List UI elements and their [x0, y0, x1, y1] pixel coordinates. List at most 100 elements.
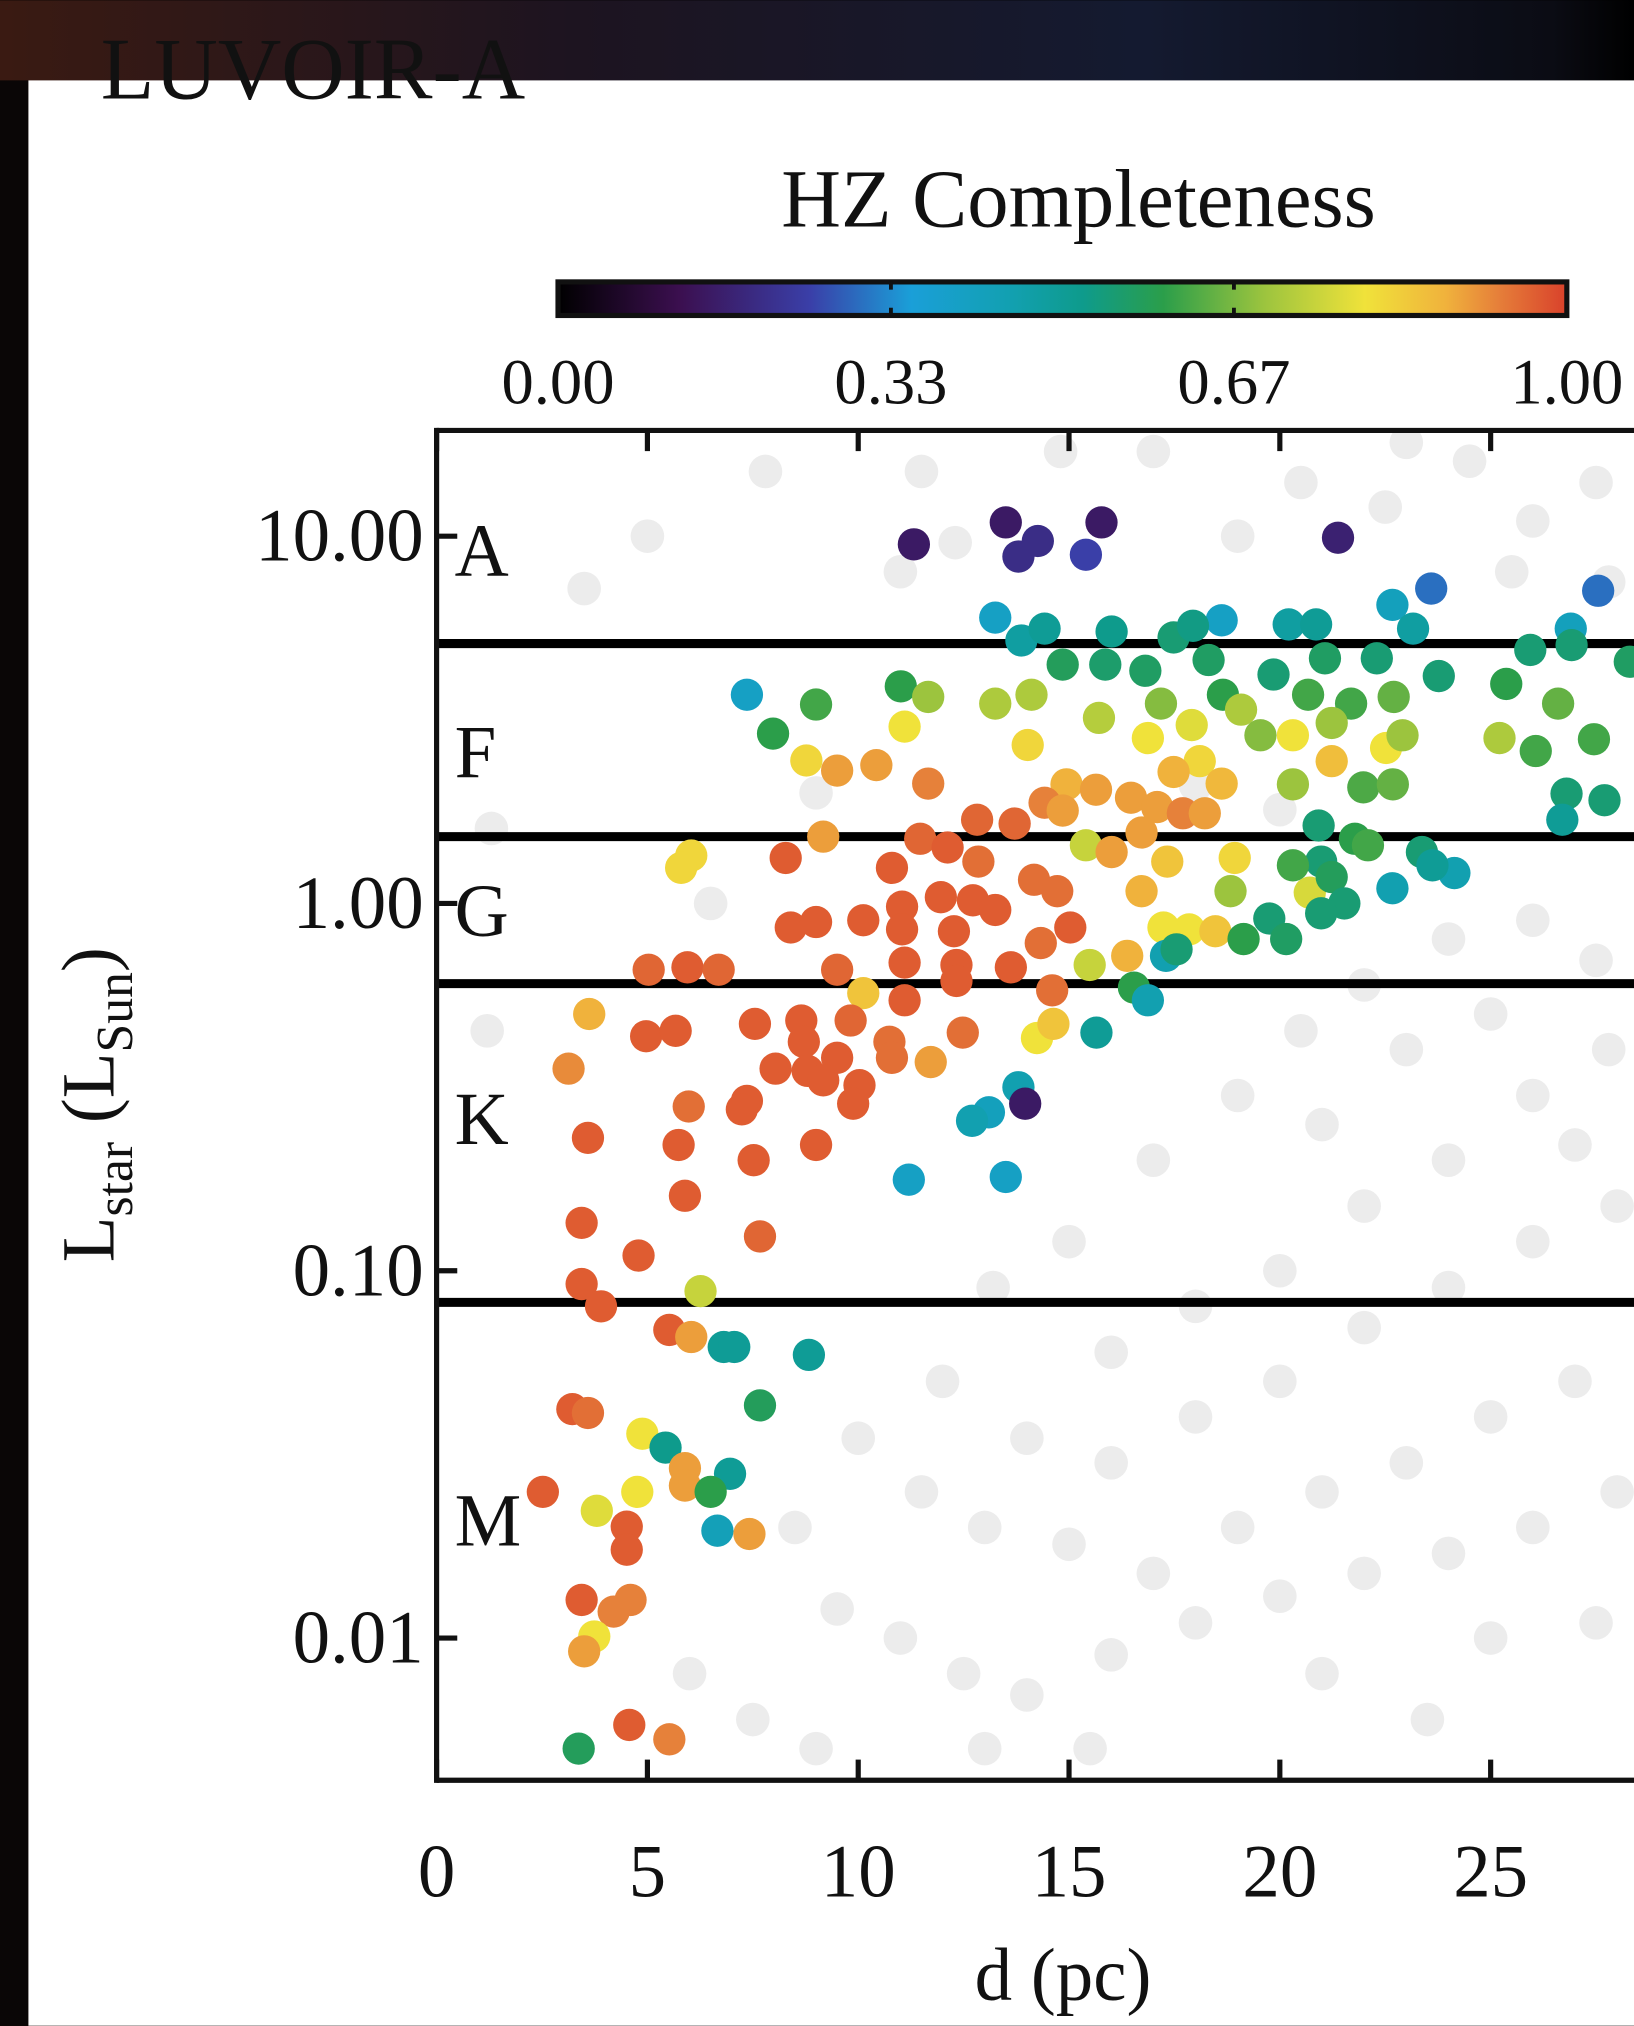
point — [611, 1534, 643, 1566]
point — [834, 1004, 866, 1036]
point — [675, 1321, 707, 1353]
background-point — [1432, 922, 1466, 956]
point — [573, 998, 605, 1030]
background-point — [736, 1703, 770, 1737]
point — [1206, 767, 1238, 799]
point — [701, 1515, 733, 1547]
background-point — [1284, 1014, 1318, 1048]
class-label: M — [455, 1480, 522, 1563]
background-point — [1474, 1400, 1508, 1434]
background-point — [968, 1732, 1002, 1766]
point — [1145, 687, 1177, 719]
point — [1588, 784, 1620, 816]
background-point — [1221, 1511, 1255, 1545]
point — [1316, 745, 1348, 777]
point — [662, 1129, 694, 1161]
background-point — [938, 526, 972, 560]
point — [1157, 756, 1189, 788]
y-label-paren: (L — [48, 1052, 131, 1141]
point — [660, 1015, 692, 1047]
point — [893, 1164, 925, 1196]
point — [759, 1053, 791, 1085]
background-point — [1347, 1311, 1381, 1345]
point — [915, 1046, 947, 1078]
background-point — [905, 455, 939, 489]
background-point — [1052, 1527, 1086, 1561]
point — [1257, 658, 1289, 690]
point — [1089, 648, 1121, 680]
point — [925, 881, 957, 913]
point — [1322, 522, 1354, 554]
background-point — [1010, 1678, 1044, 1712]
background-point — [1044, 435, 1078, 469]
background-point — [749, 455, 783, 489]
point — [1054, 911, 1086, 943]
point — [726, 1093, 758, 1125]
background-point — [470, 1014, 504, 1048]
point — [1292, 679, 1324, 711]
point — [1151, 845, 1183, 877]
background-point — [1432, 1537, 1466, 1571]
y-tick-label: 1.00 — [293, 862, 424, 945]
background-point — [799, 1732, 833, 1766]
point — [995, 951, 1027, 983]
point — [1160, 933, 1192, 965]
point — [703, 954, 735, 986]
point — [821, 954, 853, 986]
point — [1352, 829, 1384, 861]
background-point — [1347, 1557, 1381, 1591]
x-tick-label: 0 — [418, 1831, 455, 1914]
point — [1189, 797, 1221, 829]
header: LUVOIR-A — [101, 20, 525, 117]
point — [1083, 702, 1115, 734]
point — [613, 1709, 645, 1741]
point — [1305, 897, 1337, 929]
point — [807, 1064, 839, 1096]
background-point — [1600, 1475, 1634, 1509]
y-tick-label: 0.10 — [293, 1229, 424, 1312]
point — [1397, 612, 1429, 644]
point — [1206, 604, 1238, 636]
x-tick-label: 10 — [821, 1831, 896, 1914]
point — [931, 831, 963, 863]
point — [563, 1732, 595, 1764]
point — [770, 842, 802, 874]
point — [739, 1008, 771, 1040]
y-tick-label: 10.00 — [255, 495, 424, 578]
point — [1085, 506, 1117, 538]
background-point — [1347, 1189, 1381, 1223]
point — [1025, 927, 1057, 959]
point — [888, 710, 920, 742]
point — [581, 1495, 613, 1527]
background-point — [1516, 1225, 1550, 1259]
y-label-close: ) — [48, 947, 131, 972]
point — [1227, 923, 1259, 955]
point — [1132, 984, 1164, 1016]
point — [568, 1635, 600, 1667]
point — [1555, 629, 1587, 661]
point — [1009, 1088, 1041, 1120]
point — [998, 807, 1030, 839]
x-tick-label: 20 — [1242, 1831, 1317, 1914]
point — [1520, 735, 1552, 767]
point — [990, 506, 1022, 538]
point — [1244, 719, 1276, 751]
point — [630, 1020, 662, 1052]
background-point — [567, 572, 601, 606]
background-point — [1137, 1557, 1171, 1591]
background-point — [1600, 1189, 1634, 1223]
point — [1036, 974, 1068, 1006]
y-label-sub: star — [87, 1142, 144, 1217]
background-point — [1137, 435, 1171, 469]
x-tick-label: 25 — [1453, 1831, 1528, 1914]
point — [653, 1723, 685, 1755]
background-point — [1579, 1606, 1613, 1640]
background-point — [1516, 903, 1550, 937]
point — [665, 852, 697, 884]
point — [695, 1476, 727, 1508]
background-point — [905, 1475, 939, 1509]
point — [888, 984, 920, 1016]
point — [807, 821, 839, 853]
point — [572, 1122, 604, 1154]
